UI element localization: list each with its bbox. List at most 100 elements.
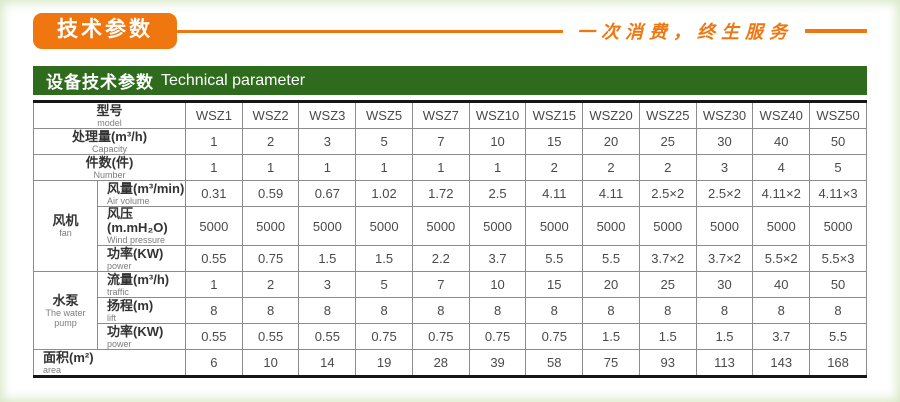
value-cell: 2 — [582, 154, 640, 181]
value-cell: 5.5×2 — [752, 245, 811, 272]
value-cell: 0.75 — [355, 323, 413, 350]
value-cell: 19 — [355, 349, 413, 377]
value-cell: 1 — [411, 154, 470, 181]
section-header: 设备技术参数 Technical parameter — [33, 66, 867, 95]
section-header-en: Technical parameter — [161, 71, 306, 89]
value-cell: 93 — [638, 349, 697, 377]
value-cell: 1.5 — [298, 245, 357, 272]
value-cell: 50 — [809, 271, 867, 298]
value-cell: 8 — [411, 297, 470, 324]
value-cell: 5 — [355, 128, 413, 155]
value-cell: 0.75 — [411, 323, 470, 350]
value-cell: WSZ1 — [185, 101, 243, 129]
value-cell: 3 — [298, 271, 357, 298]
value-cell: 8 — [355, 297, 413, 324]
value-cell: 1.5 — [638, 323, 697, 350]
value-cell: WSZ10 — [468, 101, 527, 129]
value-cell: WSZ2 — [241, 101, 300, 129]
value-cell: WSZ5 — [355, 101, 413, 129]
value-cell: 8 — [468, 297, 527, 324]
value-cell: 20 — [582, 271, 640, 298]
value-cell: 1.5 — [582, 323, 640, 350]
table-row-air-volume: 风机 fan 风量(m³/min) Air volume 0.31 0.59 0.6… — [33, 180, 867, 272]
value-cell: 5000 — [638, 206, 697, 246]
badge-title: 技术参数 — [57, 18, 153, 41]
value-cell: 3 — [298, 128, 357, 155]
value-cell: 14 — [298, 349, 357, 377]
value-cell: 4.11×2 — [752, 180, 811, 207]
table-row-area: 面积(m²) area 6 10 14 19 28 39 58 75 93 113 143 168 — [32, 349, 867, 377]
value-cell: 3.7×2 — [638, 245, 697, 272]
value-cell: 1 — [185, 271, 243, 298]
value-cell: 0.75 — [241, 245, 300, 272]
value-cell: 30 — [695, 271, 754, 298]
value-cell: 0.55 — [185, 323, 243, 350]
value-cell: 40 — [752, 128, 811, 155]
value-cell: 1 — [185, 128, 243, 155]
value-cell: 30 — [695, 128, 754, 155]
value-cell: 6 — [185, 349, 243, 377]
value-cell: 50 — [809, 128, 867, 155]
divider-dash — [805, 29, 867, 33]
value-cell: 168 — [809, 349, 867, 377]
group-label-pump: 水泵 The water pump — [33, 271, 98, 350]
value-cell: 5.5×3 — [809, 245, 867, 272]
value-cell: 3 — [695, 154, 754, 181]
value-cell: 4.11 — [525, 180, 584, 207]
value-cell: 5 — [355, 271, 413, 298]
value-cell: 1 — [185, 154, 243, 181]
value-cell: 15 — [525, 128, 584, 155]
top-banner-row: 技术参数 一次消费，终生服务 — [33, 13, 867, 49]
value-cell: 2.5×2 — [695, 180, 754, 207]
value-cell: 5000 — [695, 206, 754, 246]
value-cell: 4.11 — [582, 180, 640, 207]
value-cell: 2.5×2 — [638, 180, 697, 207]
tech-parameter-table: 型号 model WSZ1 WSZ2 WSZ3 WSZ5 WSZ7 WSZ10 WSZ15 W… — [32, 100, 867, 378]
value-cell: 1 — [468, 154, 527, 181]
section-badge: 技术参数 — [33, 13, 177, 49]
corner-zh: 型号 — [96, 102, 123, 118]
row-label-lift: 扬程(m) lift — [96, 297, 187, 324]
value-cell: 8 — [185, 297, 243, 324]
value-cell: 0.59 — [241, 180, 300, 207]
value-cell: 10 — [468, 271, 527, 298]
corner-cell: 型号 model — [32, 101, 187, 129]
value-cell: 0.67 — [298, 180, 357, 207]
value-cell: 39 — [468, 349, 527, 377]
value-cell: 2 — [241, 128, 300, 155]
row-label-wind-pressure: 风压(m.mH₂O) Wind pressure — [96, 206, 187, 246]
value-cell: 5000 — [411, 206, 470, 246]
value-cell: 2.2 — [411, 245, 470, 272]
value-cell: WSZ50 — [809, 101, 867, 129]
value-cell: 10 — [468, 128, 527, 155]
value-cell: 5000 — [582, 206, 640, 246]
value-cell: WSZ40 — [752, 101, 811, 129]
value-cell: WSZ3 — [298, 101, 357, 129]
value-cell: 8 — [525, 297, 584, 324]
divider-line — [175, 29, 563, 33]
row-label-area: 面积(m²) area — [32, 349, 187, 377]
value-cell: 2 — [525, 154, 584, 181]
section-header-zh: 设备技术参数 — [46, 73, 154, 92]
value-cell: 75 — [582, 349, 640, 377]
row-label-capacity: 处理量(m³/h) Capacity — [32, 128, 187, 155]
value-cell: 8 — [582, 297, 640, 324]
value-cell: 2 — [241, 271, 300, 298]
value-cell: 5000 — [298, 206, 357, 246]
value-cell: 1.02 — [355, 180, 413, 207]
value-cell: 2 — [638, 154, 697, 181]
value-cell: 10 — [241, 349, 300, 377]
value-cell: WSZ30 — [695, 101, 754, 129]
value-cell: 1.5 — [355, 245, 413, 272]
value-cell: 5000 — [355, 206, 413, 246]
value-cell: 15 — [525, 271, 584, 298]
value-cell: 0.55 — [185, 245, 243, 272]
table-row-fan-power: 功率(KW) power 0.55 0.75 1.5 1.5 2.2 3.7 5.5 5.5 3… — [34, 245, 867, 272]
value-cell: 5000 — [468, 206, 527, 246]
value-cell: 25 — [638, 271, 697, 298]
value-cell: 2.5 — [468, 180, 527, 207]
value-cell: 40 — [752, 271, 811, 298]
row-label-fan-power: 功率(KW) power — [96, 245, 187, 272]
